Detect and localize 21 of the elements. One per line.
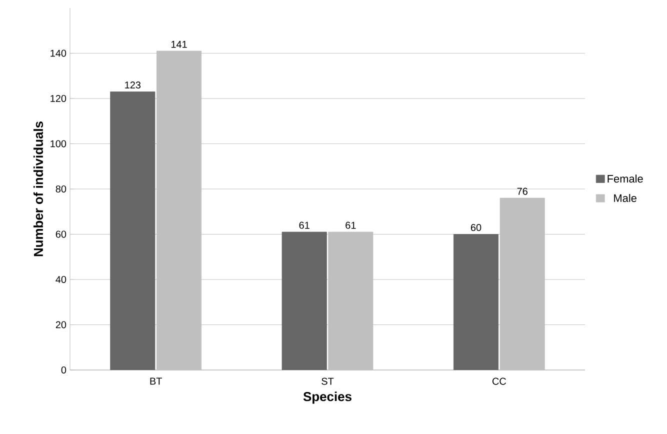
data-label: 76 [517,188,528,195]
legend-label: Male [614,194,636,202]
y-tick-label: 120 [50,94,66,102]
y-tick-label: 100 [50,140,66,148]
y-tick-label: 0 [61,366,66,374]
x-tick-label: BT [150,378,162,385]
x-tick-label: CC [492,378,506,385]
data-label: 61 [346,222,356,229]
x-axis-title: Species [303,392,352,404]
x-tick-label: ST [322,378,334,385]
y-tick-label: 140 [50,50,66,57]
y-axis-title: Number of individuals [34,122,44,256]
y-tick-label: 20 [56,321,66,328]
data-label: 60 [470,224,482,232]
data-label: 123 [125,81,141,89]
data-label: 141 [171,40,187,48]
legend-label: Female [608,174,643,183]
y-tick-label: 40 [56,276,66,284]
data-label: 61 [299,222,310,229]
y-tick-label: 60 [56,230,66,238]
y-tick-label: 80 [56,185,66,193]
